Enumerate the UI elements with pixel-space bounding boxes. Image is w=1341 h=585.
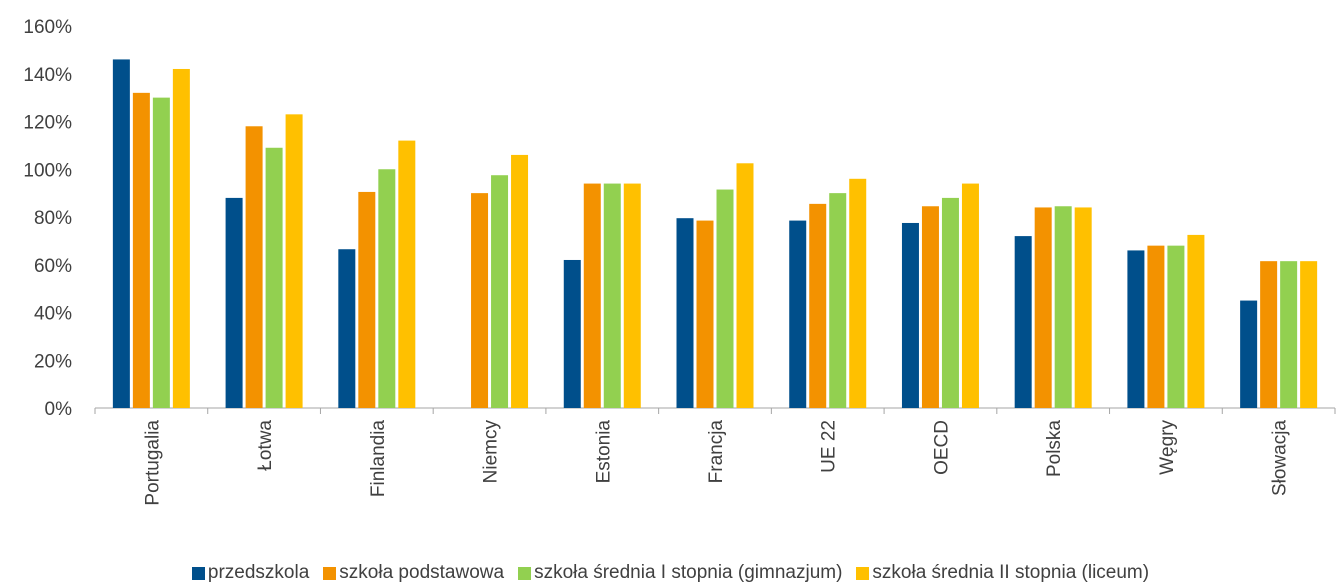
bar: [1074, 207, 1092, 408]
legend-label: szkoła podstawowa: [339, 562, 505, 583]
bar: [736, 163, 754, 408]
bar: [789, 220, 807, 408]
legend-swatch: [191, 566, 205, 580]
y-tick-label: 20%: [34, 351, 72, 372]
y-tick-label: 120%: [23, 113, 72, 134]
bar: [583, 183, 601, 408]
bar: [112, 59, 130, 409]
bar: [1260, 261, 1278, 408]
x-tick-label: Francja: [706, 420, 727, 484]
bar: [132, 92, 150, 408]
bar: [921, 206, 939, 408]
bar: [265, 147, 283, 408]
x-tick-label: Słowacja: [1270, 420, 1291, 496]
bar: [358, 191, 376, 408]
bar: [563, 259, 581, 408]
bar: [378, 169, 396, 408]
bar: [285, 114, 303, 409]
bar: [1240, 300, 1258, 408]
y-tick-label: 0%: [45, 399, 73, 420]
y-tick-label: 100%: [23, 160, 72, 181]
bar: [676, 218, 694, 408]
x-tick-label: Estonia: [593, 420, 614, 484]
y-tick-label: 80%: [34, 208, 72, 229]
x-tick-label: Łotwa: [255, 420, 276, 471]
legend-swatch: [323, 566, 337, 580]
bar: [901, 222, 919, 408]
legend-swatch: [518, 566, 532, 580]
bar: [961, 183, 979, 408]
legend-label: szkoła średnia I stopnia (gimnazjum): [534, 562, 843, 583]
bar: [1054, 206, 1072, 408]
y-tick-label: 140%: [23, 65, 72, 86]
bar: [696, 220, 714, 408]
bar: [1300, 261, 1318, 408]
bar: [398, 140, 416, 408]
bar: [172, 68, 190, 408]
y-tick-label: 60%: [34, 256, 72, 277]
legend-item: szkoła średnia II stopnia (liceum): [856, 562, 1149, 584]
y-tick-label: 40%: [34, 304, 72, 325]
bar: [225, 197, 243, 408]
bar: [603, 183, 621, 408]
bar: [716, 189, 734, 408]
bar: [829, 193, 847, 408]
x-tick-label: Finlandia: [368, 420, 389, 498]
x-tick-label: Niemcy: [481, 420, 502, 484]
bar: [1034, 207, 1052, 408]
bar: [941, 197, 959, 408]
bar: [1280, 261, 1298, 408]
legend-item: przedszkola: [191, 562, 310, 584]
x-tick-label: Węgry: [1157, 420, 1178, 475]
legend: przedszkola szkoła podstawowa szkoła średn…: [0, 561, 1341, 585]
x-tick-label: Portugalia: [142, 420, 163, 506]
bar: [809, 203, 827, 408]
bar: [471, 193, 489, 408]
legend-swatch: [856, 566, 870, 580]
x-tick-label: UE 22: [819, 420, 840, 473]
x-tick-label: OECD: [931, 420, 952, 475]
legend-item: szkoła podstawowa: [323, 562, 504, 584]
bar: [245, 126, 263, 409]
x-tick-label: Polska: [1044, 420, 1065, 477]
bar: [1187, 234, 1205, 408]
bar: [1167, 245, 1185, 408]
bar: [1147, 245, 1165, 408]
bar: [623, 183, 641, 408]
legend-item: szkoła średnia I stopnia (gimnazjum): [518, 562, 842, 584]
legend-label: szkoła średnia II stopnia (liceum): [872, 562, 1150, 583]
bar: [511, 154, 529, 408]
bar: [338, 249, 356, 408]
bar: [1127, 250, 1145, 408]
bar: [849, 178, 867, 408]
bar: [491, 175, 509, 408]
y-tick-label: 160%: [23, 17, 72, 38]
chart: 0% 20% 40% 60% 80% 100% 120% 140% 160% Portugalia…: [23, 17, 1336, 506]
bar: [152, 97, 170, 408]
bar: [1014, 236, 1032, 408]
legend-label: przedszkola: [207, 562, 310, 583]
